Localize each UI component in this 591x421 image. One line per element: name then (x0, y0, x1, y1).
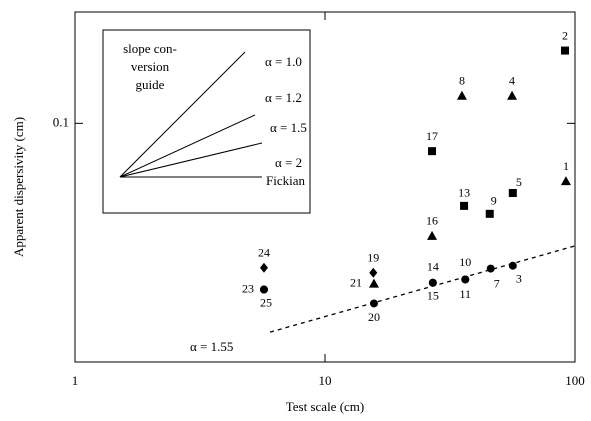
point-label: 5 (516, 175, 522, 189)
fit-label: α = 1.55 (190, 339, 233, 354)
point (456, 90, 467, 100)
point-label: 13 (458, 186, 470, 200)
guide-line (119, 142, 263, 178)
guide-line (119, 114, 256, 178)
point (369, 267, 378, 278)
guide-note: Fickian (266, 173, 305, 188)
point-label: 4 (509, 74, 515, 88)
point-label: 15 (427, 288, 439, 302)
point-label: 10 (459, 255, 471, 269)
point (259, 285, 268, 294)
point-label: 3 (516, 271, 522, 285)
point-label: 2 (562, 28, 568, 42)
guide-box (102, 29, 311, 214)
guide-label: α = 1.0 (265, 54, 302, 69)
point-label: 24 (258, 245, 270, 259)
guide-label: α = 1.5 (270, 120, 307, 135)
point-label: 21 (350, 275, 362, 289)
guide-title: guide (136, 77, 165, 92)
point-label: 7 (494, 276, 500, 290)
point (508, 189, 517, 198)
point (368, 278, 379, 288)
guide-line (119, 51, 246, 178)
guide-label: α = 1.2 (265, 90, 302, 105)
guide-title: slope con- (123, 41, 177, 56)
point-label: 1 (563, 159, 569, 173)
point (485, 209, 494, 218)
y-tick-label: 0.1 (53, 114, 69, 129)
point (428, 147, 437, 156)
point (428, 278, 437, 287)
point-label: 23 (242, 281, 254, 295)
point (560, 176, 571, 186)
point (486, 264, 495, 273)
point-label: 14 (427, 259, 439, 273)
x-tick-label: 10 (319, 373, 332, 388)
fit-line (269, 245, 576, 333)
point (427, 230, 438, 240)
x-tick-label: 100 (565, 373, 585, 388)
point-label: 25 (260, 295, 272, 309)
point (461, 275, 470, 284)
slope-guide: slope con- version guide α = 1.0 α = 1.2… (102, 29, 311, 214)
point-label: 20 (368, 310, 380, 324)
point-label: 17 (426, 129, 438, 143)
x-tick-label: 1 (72, 373, 79, 388)
guide-label: α = 2 (275, 155, 302, 170)
point (507, 90, 518, 100)
y-axis-label: Apparent dispersivity (cm) (11, 117, 26, 257)
point-label: 8 (459, 74, 465, 88)
point (259, 262, 268, 273)
point-label: 11 (459, 287, 471, 301)
point (460, 201, 469, 210)
point-label: 19 (367, 251, 379, 265)
point (560, 46, 569, 55)
point-label: 9 (491, 194, 497, 208)
point-label: 16 (426, 214, 438, 228)
guide-title: version (131, 59, 170, 74)
x-axis-label: Test scale (cm) (286, 399, 365, 414)
point (508, 261, 517, 270)
point (369, 299, 378, 308)
